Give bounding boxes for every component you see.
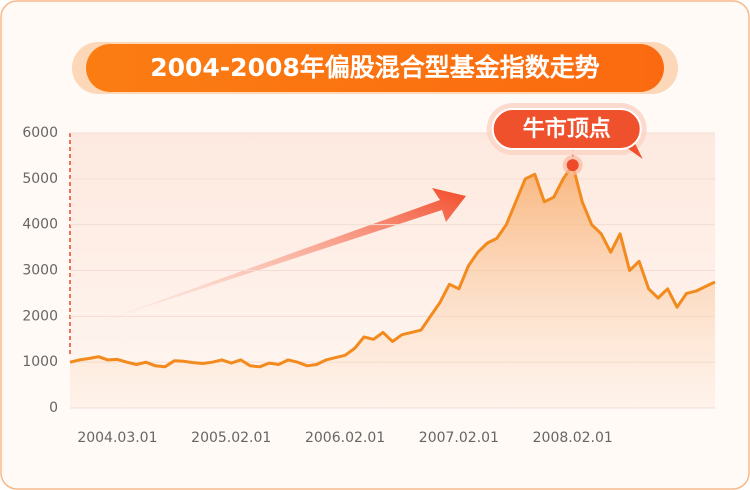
y-tick-label: 6000	[22, 125, 58, 141]
y-tick-label: 2000	[22, 308, 58, 324]
y-tick-label: 0	[49, 400, 58, 416]
annotation-bubble	[491, 108, 642, 150]
annotation: 牛市顶点	[523, 116, 611, 142]
chart-title: 2004-2008年偏股混合型基金指数走势	[150, 53, 600, 82]
x-tick-label: 2007.02.01	[419, 430, 499, 446]
peak-point	[566, 159, 579, 172]
y-tick-label: 1000	[22, 354, 58, 370]
y-tick-label: 5000	[22, 171, 58, 187]
y-tick-label: 4000	[22, 217, 58, 233]
line	[69, 163, 716, 369]
x-tick-label: 2005.02.01	[191, 430, 271, 446]
y-tick-label: 3000	[22, 263, 58, 279]
x-tick-label: 2008.02.01	[533, 430, 613, 446]
x-tick-label: 2006.02.01	[305, 430, 385, 446]
x-tick-label: 2004.03.01	[77, 430, 157, 446]
title-pill	[86, 44, 664, 92]
area	[70, 165, 715, 408]
